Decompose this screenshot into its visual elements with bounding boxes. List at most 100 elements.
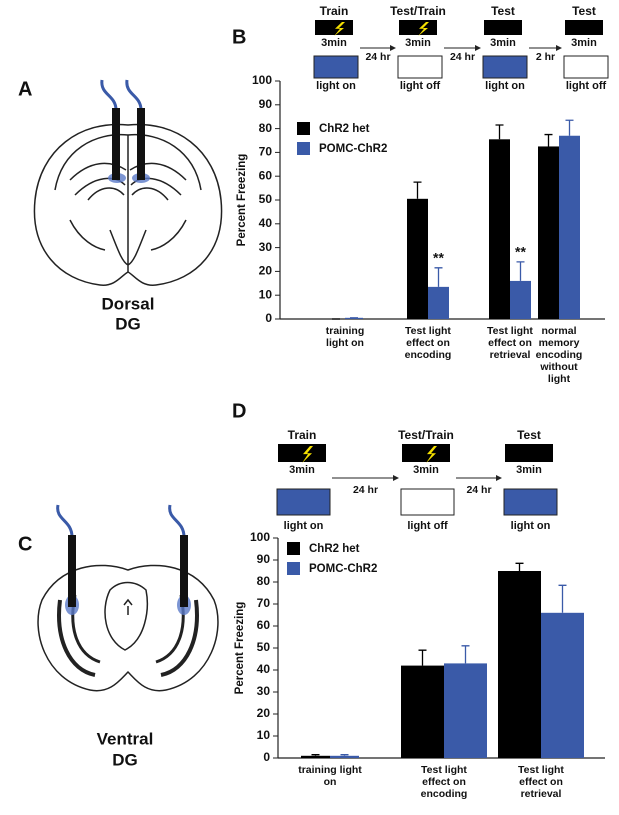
y-tick-label: 40 <box>259 216 273 230</box>
significance: ** <box>515 244 526 260</box>
arrow-head <box>556 45 562 51</box>
interval: 24 hr <box>365 51 390 63</box>
optic-fiber <box>100 79 118 111</box>
bar <box>498 571 541 758</box>
error-bar <box>495 124 504 140</box>
legend-label: POMC-ChR2 <box>309 563 377 575</box>
stage-title: Train <box>320 4 349 18</box>
bar <box>407 198 428 319</box>
y-tick-label: 0 <box>265 311 272 325</box>
brain-label: DG <box>115 314 141 333</box>
significance: ** <box>433 250 444 266</box>
y-tick-label: 70 <box>259 145 273 159</box>
brain-ventral <box>37 564 219 692</box>
light-label: light off <box>400 80 441 92</box>
y-axis-label: Percent Freezing <box>234 602 246 695</box>
x-tick-label: normal memory encoding without light <box>535 325 583 385</box>
x-tick-label: Test light effect on retrieval <box>518 764 564 800</box>
bar <box>538 146 559 319</box>
y-tick-label: 70 <box>257 596 271 610</box>
optic-fiber <box>125 79 143 111</box>
stage-title: Test <box>517 428 541 442</box>
legend-swatch <box>287 542 300 555</box>
shock-icon <box>418 22 429 37</box>
implant <box>112 108 120 180</box>
light-box <box>563 55 609 79</box>
optic-fiber <box>168 504 186 538</box>
brain-dorsal <box>33 123 223 286</box>
bar <box>330 755 359 758</box>
y-tick-label: 100 <box>250 530 270 544</box>
session-box <box>505 444 553 462</box>
legend-label: ChR2 het <box>319 123 370 135</box>
y-tick-label: 100 <box>252 73 272 87</box>
light-box <box>482 55 528 79</box>
x-tick-label: training light on <box>298 764 362 788</box>
error-bar <box>413 181 422 199</box>
error-bar <box>515 562 524 571</box>
implant <box>180 535 188 607</box>
session-box <box>399 20 437 35</box>
y-tick-label: 20 <box>259 264 273 278</box>
session-box <box>565 20 603 35</box>
shock-icon <box>302 446 313 464</box>
light-label: light off <box>407 520 448 532</box>
error-bar <box>340 754 349 756</box>
duration: 3min <box>413 464 439 476</box>
panel-label: B <box>232 26 246 48</box>
bar <box>541 612 584 758</box>
interval: 2 hr <box>536 51 555 63</box>
y-tick-label: 80 <box>259 121 273 135</box>
legend-swatch <box>287 562 300 575</box>
duration: 3min <box>516 464 542 476</box>
y-tick-label: 30 <box>257 684 271 698</box>
x-tick-label: training light on <box>325 325 365 349</box>
error-bar <box>565 119 574 136</box>
shock-icon <box>426 446 437 464</box>
error-bar <box>418 649 427 666</box>
y-tick-label: 30 <box>259 240 273 254</box>
error-bar <box>516 261 525 281</box>
y-tick-label: 50 <box>259 192 273 206</box>
optic-fiber <box>56 504 74 538</box>
interval: 24 hr <box>450 51 475 63</box>
error-bar <box>544 133 553 147</box>
light-box <box>397 55 443 79</box>
x-tick-label: Test light effect on encoding <box>404 325 452 361</box>
bar <box>510 280 531 319</box>
error-bar <box>434 267 443 287</box>
light-label: light on <box>485 80 525 92</box>
arrow-head <box>393 475 399 481</box>
light-box <box>400 488 455 516</box>
bar <box>401 665 444 758</box>
y-tick-label: 90 <box>259 97 273 111</box>
stage-title: Test <box>572 4 596 18</box>
implant <box>68 535 76 607</box>
arrow-head <box>390 45 396 51</box>
panel-label: A <box>18 78 32 100</box>
shock-icon <box>334 22 345 37</box>
light-box <box>503 488 558 516</box>
session-box <box>484 20 522 35</box>
duration: 3min <box>405 37 431 49</box>
light-label: light on <box>511 520 551 532</box>
duration: 3min <box>321 37 347 49</box>
light-label: light on <box>284 520 324 532</box>
y-tick-label: 20 <box>257 706 271 720</box>
bar <box>444 663 487 758</box>
light-box <box>313 55 359 79</box>
legend-label: ChR2 het <box>309 543 360 555</box>
brain-label: Ventral <box>97 729 154 748</box>
y-axis-label: Percent Freezing <box>236 154 248 247</box>
y-tick-label: 40 <box>257 662 271 676</box>
implant <box>137 108 145 180</box>
stage-title: Test/Train <box>398 428 454 442</box>
panel-label: D <box>232 400 246 422</box>
y-tick-label: 60 <box>259 168 273 182</box>
legend-swatch <box>297 122 310 135</box>
arrow-head <box>475 45 481 51</box>
bar <box>301 755 330 758</box>
bar <box>428 286 449 319</box>
